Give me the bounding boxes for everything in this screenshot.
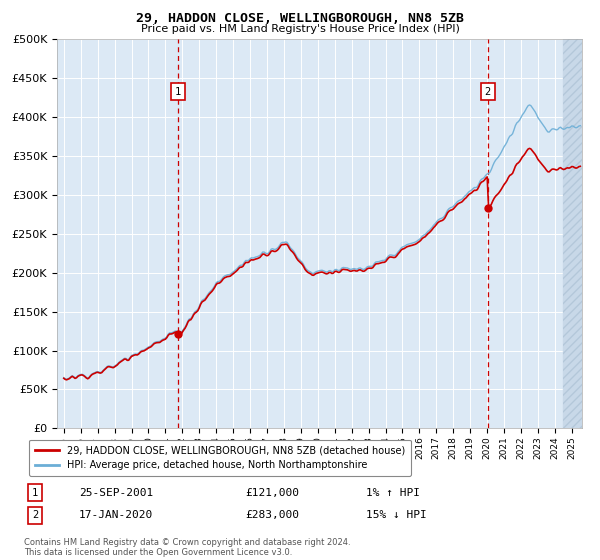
Text: Contains HM Land Registry data © Crown copyright and database right 2024.
This d: Contains HM Land Registry data © Crown c…: [24, 538, 350, 557]
Text: 1: 1: [175, 87, 181, 97]
Text: Price paid vs. HM Land Registry's House Price Index (HPI): Price paid vs. HM Land Registry's House …: [140, 24, 460, 34]
Text: 17-JAN-2020: 17-JAN-2020: [79, 510, 154, 520]
Text: 1% ↑ HPI: 1% ↑ HPI: [366, 488, 420, 498]
Bar: [563, 39, 582, 428]
Text: 2: 2: [32, 510, 38, 520]
Text: £283,000: £283,000: [245, 510, 299, 520]
Bar: [563, 39, 582, 428]
Text: 25-SEP-2001: 25-SEP-2001: [79, 488, 154, 498]
Text: £121,000: £121,000: [245, 488, 299, 498]
Text: 2: 2: [485, 87, 491, 97]
Text: 15% ↓ HPI: 15% ↓ HPI: [366, 510, 427, 520]
Text: 29, HADDON CLOSE, WELLINGBOROUGH, NN8 5ZB: 29, HADDON CLOSE, WELLINGBOROUGH, NN8 5Z…: [136, 12, 464, 25]
Text: 1: 1: [32, 488, 38, 498]
Legend: 29, HADDON CLOSE, WELLINGBOROUGH, NN8 5ZB (detached house), HPI: Average price, : 29, HADDON CLOSE, WELLINGBOROUGH, NN8 5Z…: [29, 440, 411, 476]
